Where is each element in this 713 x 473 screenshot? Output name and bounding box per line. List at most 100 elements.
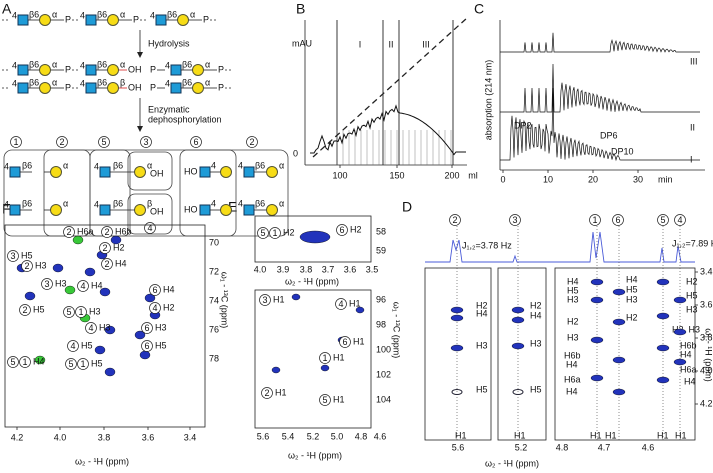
circled-number-ring	[98, 136, 110, 148]
label: 59	[376, 245, 386, 255]
label: β6	[182, 59, 192, 69]
label: 5.2	[515, 442, 528, 452]
cross-peak	[355, 306, 365, 314]
circled-number-ring	[65, 358, 77, 370]
label: dephosphorylation	[148, 114, 222, 124]
label: H3	[155, 322, 167, 332]
glcnac-square	[85, 82, 97, 94]
cross-peak	[656, 376, 670, 384]
panel-letter: A	[2, 1, 12, 17]
label: 4	[12, 60, 17, 70]
circled-number: 2	[264, 388, 269, 398]
glcnac-square	[99, 204, 111, 216]
fragment-box	[179, 149, 237, 237]
label: β6	[29, 9, 39, 19]
label: H5	[686, 290, 698, 300]
glcnac-square	[17, 64, 29, 76]
label: 4	[211, 160, 216, 170]
cross-peak	[72, 235, 84, 245]
label: H3	[530, 338, 542, 348]
label: 3.4	[700, 266, 713, 276]
label: α	[279, 198, 284, 208]
label: 3.6	[344, 264, 357, 274]
label: H4	[680, 349, 692, 359]
label: α	[52, 77, 57, 87]
label: H3	[35, 260, 47, 270]
circled-number-ring	[257, 227, 269, 239]
circled-number-ring	[99, 242, 111, 254]
cross-peak	[104, 325, 116, 335]
cross-peak	[144, 293, 156, 303]
circled-number: 5	[10, 357, 15, 367]
label: H2	[476, 300, 488, 310]
circled-number-ring	[56, 136, 68, 148]
label: 5.4	[282, 431, 295, 441]
cross-peak	[590, 296, 604, 304]
cross-peak	[320, 364, 330, 372]
circled-number-ring	[19, 304, 31, 316]
cross-peak	[110, 235, 122, 245]
label: H3	[55, 278, 67, 288]
circled-number: 4	[147, 223, 152, 233]
gal-circle	[39, 14, 51, 26]
label: β6	[255, 160, 265, 170]
label: H4	[33, 356, 45, 366]
label: H4	[684, 376, 696, 386]
label: H1	[273, 294, 285, 304]
label: β	[147, 198, 152, 208]
label: I	[690, 154, 693, 164]
cross-peak	[84, 267, 96, 277]
circled-number: 6	[193, 137, 198, 147]
circled-number-ring	[259, 294, 271, 306]
gal-circle	[192, 64, 204, 76]
gal-circle	[177, 14, 189, 26]
label: H2	[113, 242, 125, 252]
circled-number: 1	[13, 137, 18, 147]
cross-peak	[104, 367, 116, 377]
label: H3	[99, 322, 111, 332]
label: 4.0	[700, 365, 713, 375]
circled-number-ring	[149, 284, 161, 296]
circled-number-ring	[101, 258, 113, 270]
label: 4.8	[556, 442, 569, 452]
glcnac-square	[99, 166, 111, 178]
frame	[497, 267, 547, 441]
panel-letter: F	[2, 201, 11, 217]
circled-number-ring	[77, 280, 89, 292]
circled-number: 2	[22, 305, 27, 315]
rule	[312, 17, 468, 158]
circled-number-ring	[261, 387, 273, 399]
cross-peak	[52, 263, 64, 273]
cross-peak	[673, 358, 687, 366]
cross-peak	[590, 374, 604, 382]
label: 5.2	[307, 431, 320, 441]
label: 4	[238, 160, 243, 170]
label: β6	[255, 198, 265, 208]
label: ω₁ - ¹H (ppm)	[704, 328, 713, 382]
circled-number-ring	[612, 214, 624, 226]
label: H1	[349, 298, 361, 308]
label: H6a	[564, 374, 581, 384]
label: 5.6	[452, 442, 465, 452]
label: 4.6	[642, 442, 655, 452]
label: 4	[238, 198, 243, 208]
label: H2	[686, 276, 698, 286]
circled-number: 4	[80, 281, 85, 291]
label: β6	[22, 160, 32, 170]
label: H3	[476, 340, 488, 350]
label: ml	[468, 170, 478, 180]
label: H3	[567, 294, 579, 304]
label: 102	[376, 369, 391, 379]
panel-letter: D	[402, 199, 412, 215]
label: J₁,₂=3.78 Hz	[462, 240, 512, 250]
gal-circle	[107, 64, 119, 76]
label: β6	[22, 198, 32, 208]
circled-number: 3	[512, 215, 517, 225]
frame	[254, 215, 372, 263]
label: 4.2	[11, 432, 24, 442]
label: 3.6	[142, 432, 155, 442]
label: ω₂ - ¹H (ppm)	[288, 450, 342, 460]
label: 4	[80, 10, 85, 20]
circled-number-ring	[7, 356, 19, 368]
glcnac-square	[243, 166, 255, 178]
